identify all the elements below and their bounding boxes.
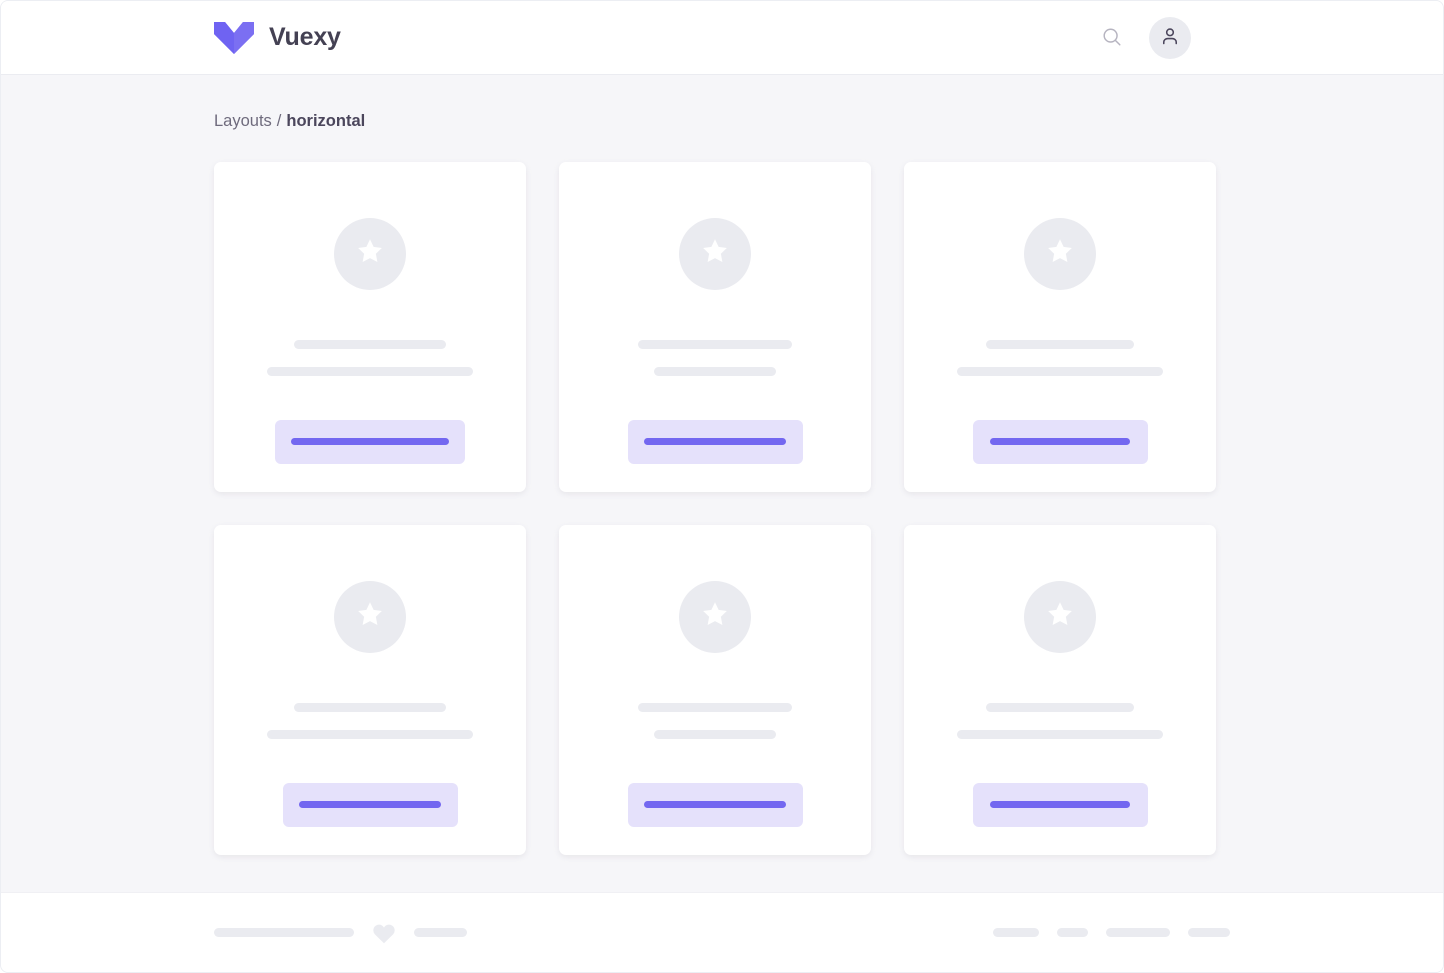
- star-icon: [700, 236, 730, 271]
- card-grid: [214, 161, 1230, 855]
- footer-links-group: [993, 928, 1230, 937]
- card-line-secondary: [957, 729, 1163, 739]
- card-text-placeholders: [214, 702, 526, 739]
- card-avatar-placeholder: [679, 217, 751, 290]
- footer-link-placeholder[interactable]: [1106, 928, 1170, 937]
- card-action-button[interactable]: [627, 782, 803, 827]
- top-navbar: Vuexy: [1, 1, 1443, 75]
- card-action-button[interactable]: [282, 782, 458, 827]
- card-action-button[interactable]: [972, 419, 1148, 464]
- card-action-button-label-placeholder: [291, 438, 449, 445]
- user-person-icon: [1159, 25, 1181, 52]
- card-avatar-placeholder: [1024, 580, 1096, 653]
- card-line-primary: [638, 339, 792, 349]
- card-line-primary: [294, 702, 446, 712]
- card-line-secondary: [267, 366, 473, 376]
- footer-link-placeholder[interactable]: [1188, 928, 1230, 937]
- star-icon: [700, 599, 730, 634]
- footer-link-placeholder[interactable]: [993, 928, 1039, 937]
- card-avatar-placeholder: [679, 580, 751, 653]
- card-action-button-label-placeholder: [644, 801, 786, 808]
- card-line-primary: [986, 339, 1134, 349]
- navbar-actions: [1099, 1, 1191, 75]
- card-text-placeholders: [559, 339, 871, 376]
- star-icon: [355, 599, 385, 634]
- card-text-placeholders: [559, 702, 871, 739]
- star-icon: [1045, 599, 1075, 634]
- card-line-primary: [986, 702, 1134, 712]
- page-footer: [1, 892, 1443, 972]
- avatar[interactable]: [1149, 17, 1191, 59]
- star-icon: [355, 236, 385, 271]
- card-line-secondary: [957, 366, 1163, 376]
- search-icon: [1101, 26, 1123, 51]
- card-line-secondary: [267, 729, 473, 739]
- footer-link-placeholder[interactable]: [1057, 928, 1088, 937]
- skeleton-card[interactable]: [214, 161, 526, 492]
- skeleton-card[interactable]: [214, 524, 526, 855]
- card-avatar-placeholder: [334, 580, 406, 653]
- skeleton-card[interactable]: [559, 161, 871, 492]
- breadcrumb-item-current: horizontal: [286, 112, 366, 130]
- breadcrumb-item-layouts[interactable]: Layouts: [214, 112, 272, 130]
- vuexy-v-chevron-logo-icon: [214, 21, 254, 54]
- breadcrumb-separator: /: [276, 112, 282, 130]
- card-line-primary: [638, 702, 792, 712]
- card-line-primary: [294, 339, 446, 349]
- skeleton-card[interactable]: [904, 524, 1216, 855]
- breadcrumb: Layouts / horizontal: [214, 113, 1230, 130]
- footer-credit-placeholder: [414, 928, 467, 937]
- footer-copyright-placeholder: [214, 928, 354, 937]
- card-text-placeholders: [904, 339, 1216, 376]
- star-icon: [1045, 236, 1075, 271]
- card-line-secondary: [654, 729, 776, 739]
- card-action-button-label-placeholder: [644, 438, 786, 445]
- card-action-button[interactable]: [275, 419, 465, 464]
- card-action-button[interactable]: [627, 419, 803, 464]
- card-avatar-placeholder: [1024, 217, 1096, 290]
- card-avatar-placeholder: [334, 217, 406, 290]
- page-content: Layouts / horizontal: [1, 75, 1443, 892]
- card-action-button-label-placeholder: [990, 438, 1130, 445]
- card-action-button-label-placeholder: [299, 801, 441, 808]
- card-line-secondary: [654, 366, 776, 376]
- card-text-placeholders: [214, 339, 526, 376]
- brand-title: Vuexy: [269, 23, 341, 51]
- card-action-button-label-placeholder: [990, 801, 1130, 808]
- card-action-button[interactable]: [972, 782, 1148, 827]
- brand-logo-link[interactable]: Vuexy: [214, 21, 341, 54]
- skeleton-card[interactable]: [559, 524, 871, 855]
- footer-left-group: [214, 922, 467, 944]
- search-button[interactable]: [1099, 25, 1125, 51]
- card-text-placeholders: [904, 702, 1216, 739]
- skeleton-card[interactable]: [904, 161, 1216, 492]
- heart-icon: [372, 922, 396, 944]
